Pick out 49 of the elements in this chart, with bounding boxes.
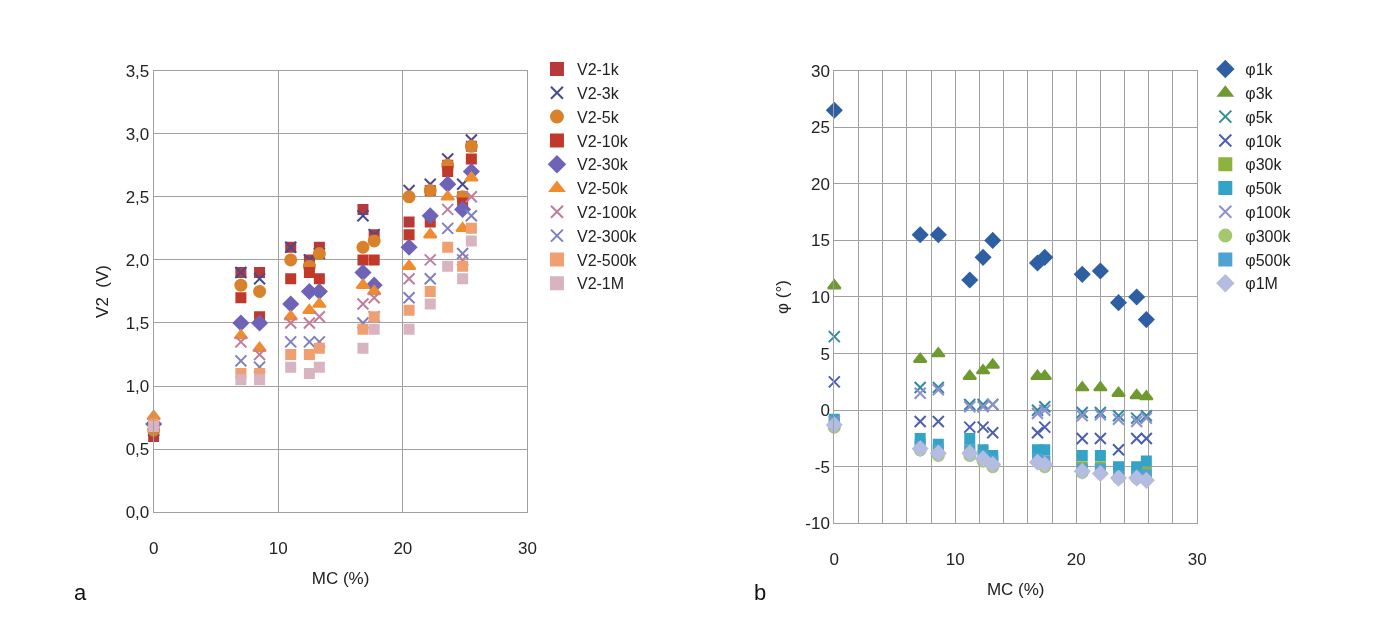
legend-label: V2-100k (576, 204, 638, 222)
x-axis-title: MC (%) (311, 569, 370, 589)
legend-label: φ100k (1245, 204, 1292, 222)
x-tick-label: 30 (517, 538, 537, 558)
y-axis-title: φ (°) (772, 280, 792, 314)
x-tick-label: 10 (268, 538, 288, 558)
y-tick-label: 1,0 (125, 377, 150, 397)
legend-label: φ5k (1245, 108, 1274, 126)
legend-label: φ300k (1245, 227, 1292, 245)
legend-label: φ10k (1245, 132, 1283, 150)
legend-label: φ1M (1245, 275, 1278, 293)
y-axis-title: V2 (V) (93, 264, 113, 318)
x-tick-label: 30 (1187, 549, 1207, 569)
legend-label: V2-10k (576, 132, 629, 150)
legend-label: φ3k (1245, 85, 1274, 103)
y-tick-label: 5 (820, 344, 830, 364)
x-tick-label: 20 (393, 538, 413, 558)
y-tick-label: 2,0 (125, 250, 150, 270)
legend-label: φ500k (1245, 251, 1292, 269)
legend-label: V2-30k (576, 156, 629, 174)
legend-label: V2-5k (576, 108, 620, 126)
legend-label: V2-500k (576, 251, 638, 269)
y-tick-label: 30 (810, 61, 830, 81)
y-tick-label: 0,0 (125, 503, 150, 523)
legend-label: φ50k (1245, 180, 1283, 198)
legend-label: V2-3k (576, 85, 620, 103)
y-tick-label: -10 (805, 514, 830, 534)
text: b (754, 580, 767, 605)
y-tick-label: 15 (810, 231, 830, 251)
y-tick-label: 3,0 (125, 124, 150, 144)
legend-label: φ30k (1245, 156, 1283, 174)
legend-label: V2-50k (576, 180, 629, 198)
y-tick-label: 0 (820, 401, 830, 421)
legend-label: V2-1M (576, 275, 625, 293)
x-tick-label: 10 (945, 549, 965, 569)
legend-label: V2-300k (576, 227, 638, 245)
y-tick-label: 2,5 (125, 187, 150, 207)
x-tick-label: 20 (1066, 549, 1086, 569)
y-tick-label: 1,5 (125, 313, 150, 333)
y-tick-label: 10 (810, 287, 830, 307)
y-tick-label: -5 (814, 457, 830, 477)
y-tick-label: 3,5 (125, 61, 150, 81)
legend-label: φ1k (1245, 61, 1274, 79)
x-axis-title: MC (%) (986, 580, 1045, 600)
text: a (74, 580, 87, 605)
y-tick-label: 0,5 (125, 440, 150, 460)
y-tick-label: 25 (810, 118, 830, 138)
y-tick-label: 20 (810, 174, 830, 194)
legend-label: V2-1k (576, 61, 620, 79)
